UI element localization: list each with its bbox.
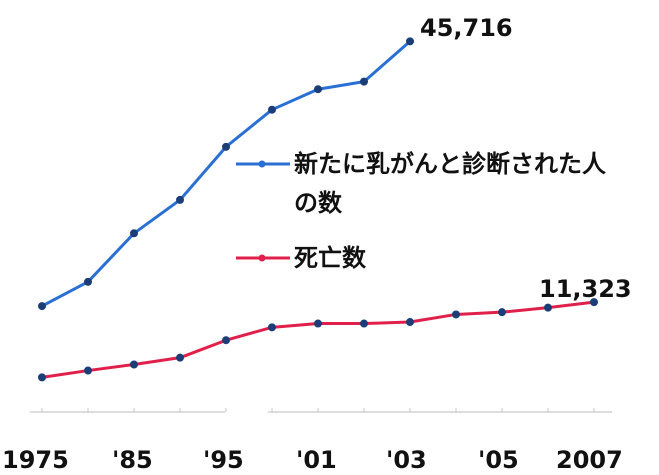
data-point-1-12 xyxy=(590,298,598,307)
series-line-1 xyxy=(41,300,595,379)
data-point-1-9 xyxy=(452,310,460,319)
legend-item-new-cases: 新たに乳がんと診断された人 の数 xyxy=(236,150,606,217)
x-tick-label: 1975 xyxy=(2,446,69,474)
legend-label-new-cases-line2: の数 xyxy=(294,189,343,217)
data-point-1-3 xyxy=(176,353,184,362)
data-point-0-4 xyxy=(222,142,230,151)
end-label-new-cases: 45,716 xyxy=(420,14,513,42)
data-point-0-2 xyxy=(130,229,138,238)
legend-item-deaths: 死亡数 xyxy=(236,244,367,272)
data-point-1-5 xyxy=(268,323,276,332)
end-label-deaths: 11,323 xyxy=(539,275,632,303)
legend: 新たに乳がんと診断された人 の数 死亡数 xyxy=(236,150,606,272)
data-point-1-7 xyxy=(360,319,368,328)
series-lines xyxy=(38,37,598,382)
x-tick-label: '01 xyxy=(296,446,337,474)
data-point-0-0 xyxy=(38,302,46,311)
legend-label-new-cases-line1: 新たに乳がんと診断された人 xyxy=(294,150,606,178)
x-tick-label: '85 xyxy=(112,446,153,474)
data-point-0-8 xyxy=(406,37,414,46)
x-tick-label: '05 xyxy=(478,446,519,474)
x-tick-label: '03 xyxy=(386,446,427,474)
data-point-1-1 xyxy=(84,366,92,375)
data-point-1-2 xyxy=(130,360,138,369)
data-point-1-11 xyxy=(544,303,552,312)
data-point-0-5 xyxy=(268,105,276,114)
data-point-0-6 xyxy=(314,85,322,94)
x-tick-label: 2007 xyxy=(556,446,623,474)
data-point-1-4 xyxy=(222,336,230,345)
legend-label-deaths: 死亡数 xyxy=(294,244,367,272)
data-point-0-3 xyxy=(176,195,184,204)
tick-labels: 1975 '85 '95 '01 '03 '05 2007 xyxy=(2,446,623,474)
data-point-0-7 xyxy=(360,77,368,86)
data-point-1-10 xyxy=(498,308,506,317)
data-point-1-8 xyxy=(406,318,414,327)
data-point-1-6 xyxy=(314,319,322,328)
data-point-1-0 xyxy=(38,373,46,382)
x-tick-label: '95 xyxy=(203,446,244,474)
data-point-0-1 xyxy=(84,277,92,286)
x-axis xyxy=(30,408,612,413)
